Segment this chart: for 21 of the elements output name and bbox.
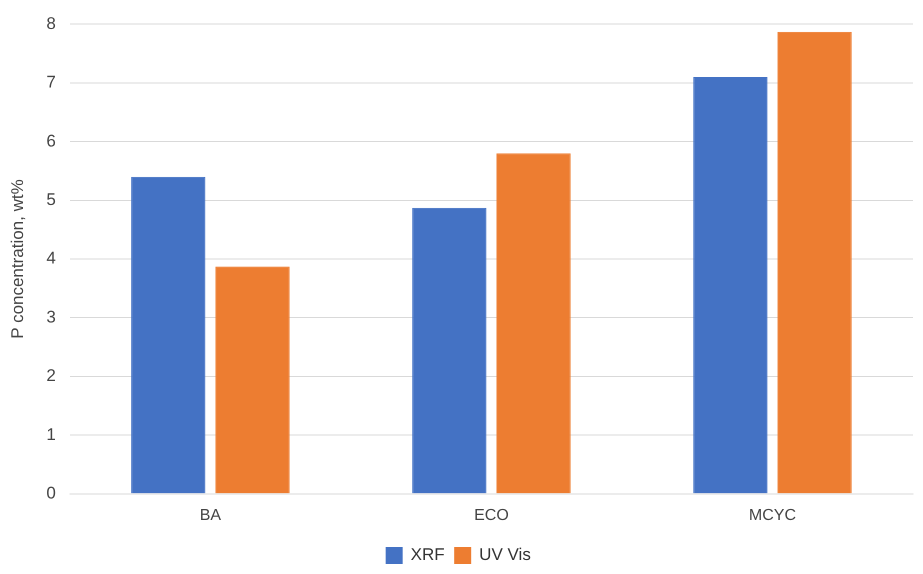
bar [131,176,206,494]
x-tick-label: ECO [474,506,509,524]
y-tick-label: 0 [46,483,56,502]
y-tick-label: 1 [46,424,56,444]
x-tick-label: MCYC [748,506,796,524]
y-axis-title: P concentration, wt% [8,179,27,339]
x-tick-label: BA [200,506,222,524]
y-tick-label: 6 [46,131,56,150]
y-tick-label: 3 [46,307,56,326]
y-tick-label: 5 [46,190,56,209]
y-tick-label: 7 [46,72,56,92]
y-tick-label: 2 [46,366,56,386]
bar [778,32,852,494]
bar [215,266,290,494]
bar [412,208,486,494]
legend-label: XRF [410,545,445,564]
bar [496,153,571,494]
bar [693,77,768,494]
legend-label: UV Vis [479,545,531,564]
y-tick-label: 8 [46,14,56,33]
y-tick-label: 4 [46,248,56,268]
